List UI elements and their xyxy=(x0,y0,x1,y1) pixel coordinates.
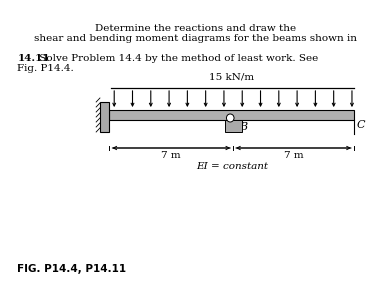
Bar xyxy=(109,110,354,120)
Bar xyxy=(225,120,241,132)
Circle shape xyxy=(227,114,234,122)
Text: 7 m: 7 m xyxy=(284,151,303,160)
Text: 15 kN/m: 15 kN/m xyxy=(209,73,254,82)
Text: A: A xyxy=(100,122,109,132)
Text: FIG. P14.4, P14.11: FIG. P14.4, P14.11 xyxy=(17,264,126,274)
Text: 14.11: 14.11 xyxy=(17,54,50,63)
Text: C: C xyxy=(357,120,365,130)
Text: shear and bending moment diagrams for the beams shown in: shear and bending moment diagrams for th… xyxy=(34,34,358,43)
Text: 7 m: 7 m xyxy=(162,151,181,160)
Text: EI = constant: EI = constant xyxy=(196,162,268,171)
Text: Solve Problem 14.4 by the method of least work. See: Solve Problem 14.4 by the method of leas… xyxy=(36,54,318,63)
Bar xyxy=(100,102,109,132)
Text: Determine the reactions and draw the: Determine the reactions and draw the xyxy=(95,24,297,33)
Text: B: B xyxy=(239,122,247,132)
Text: Fig. P14.4.: Fig. P14.4. xyxy=(17,64,74,73)
